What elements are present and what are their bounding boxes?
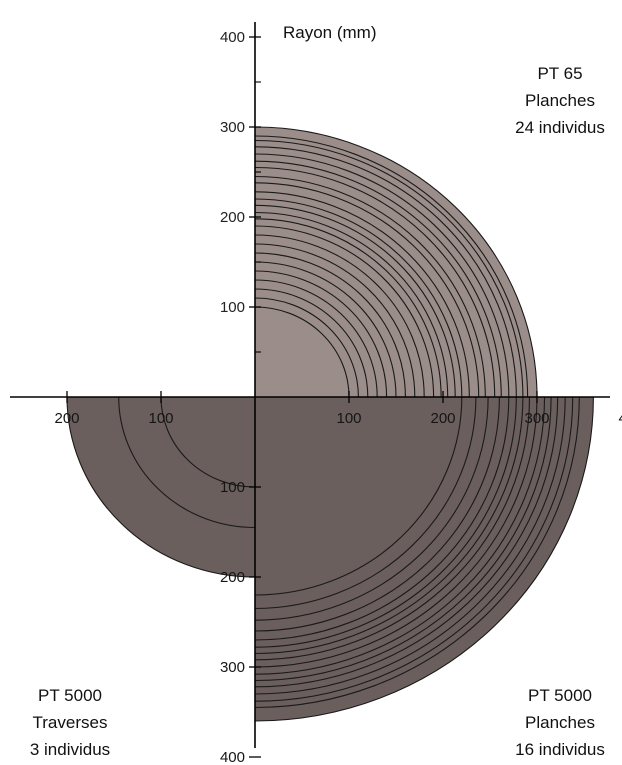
ring-top-right-3 — [254, 139, 524, 398]
ring-bottom-right-15 — [254, 396, 477, 610]
growth-rings — [66, 126, 594, 722]
label-bottom-right-line-1: PT 5000 — [528, 686, 592, 705]
tick-labels: 100 200 300 400 100 200 300 400 100 200 300 400 100 2… — [54, 29, 622, 765]
ring-top-right-13 — [254, 211, 449, 398]
ring-bottom-right-3 — [254, 396, 574, 702]
ring-bottom-right-8 — [254, 396, 538, 668]
tick-marks — [66, 36, 538, 758]
ring-top-right-2 — [254, 135, 529, 398]
label-top-right-line-1: PT 65 — [537, 64, 582, 83]
label-bottom-right-line-2: Planches — [525, 713, 595, 732]
sector-top-right — [255, 127, 537, 397]
y-tick-label-down-400: 400 — [220, 749, 245, 765]
ring-bottom-left-3 — [160, 396, 256, 488]
label-top-right-line-2: Planches — [525, 91, 595, 110]
ring-bottom-right-12 — [254, 396, 510, 641]
ring-bottom-right-6 — [254, 396, 552, 682]
ring-top-right-4 — [254, 146, 517, 398]
ring-top-right-9 — [254, 182, 480, 398]
ring-top-right-5 — [254, 153, 510, 398]
ring-top-right-18 — [254, 252, 406, 398]
ring-top-right-21 — [254, 279, 378, 398]
ring-bottom-right-1 — [254, 396, 594, 722]
ring-bottom-right-10 — [254, 396, 524, 655]
label-top-right-line-3: 24 individus — [515, 118, 605, 137]
label-bottom-right-line-3: 16 individus — [515, 740, 605, 759]
ring-bottom-right-13 — [254, 396, 500, 632]
y-tick-label-down-100: 100 — [220, 479, 245, 496]
ring-top-right-12 — [254, 204, 456, 398]
ring-top-right-23 — [254, 297, 359, 398]
x-tick-label-right-200: 200 — [430, 410, 455, 427]
ring-top-right-20 — [254, 270, 388, 398]
sector-bottom-right — [255, 397, 594, 721]
label-bottom-left-line-2: Traverses — [33, 713, 108, 732]
ring-top-right-22 — [254, 288, 369, 398]
y-tick-label-down-200: 200 — [220, 569, 245, 586]
ring-top-right-24 — [254, 306, 350, 398]
ring-top-right-11 — [254, 198, 463, 398]
x-tick-label-left-200: 200 — [54, 410, 79, 427]
y-tick-label-up-200: 200 — [220, 209, 245, 226]
x-tick-label-right-300: 300 — [524, 410, 549, 427]
ring-bottom-right-2 — [254, 396, 580, 709]
y-tick-label-up-100: 100 — [220, 299, 245, 316]
y-tick-label-up-400: 400 — [220, 29, 245, 46]
ring-bottom-right-5 — [254, 396, 559, 688]
ring-top-right-8 — [254, 175, 486, 398]
ring-top-right-7 — [254, 166, 496, 398]
ring-top-right-19 — [254, 261, 397, 398]
ring-top-right-16 — [254, 234, 425, 398]
x-tick-label-right-400: 400 — [618, 410, 622, 427]
ring-bottom-left-1 — [66, 396, 256, 578]
sector-bottom-left — [67, 397, 255, 577]
ring-bottom-right-16 — [254, 396, 463, 596]
ring-bottom-left-2 — [118, 396, 256, 529]
ring-bottom-right-4 — [254, 396, 566, 695]
ring-bottom-right-14 — [254, 396, 489, 621]
ring-top-right-17 — [254, 243, 416, 398]
y-tick-label-up-300: 300 — [220, 119, 245, 136]
x-tick-label-left-100: 100 — [148, 410, 173, 427]
ring-top-right-15 — [254, 225, 435, 398]
ring-top-right-14 — [254, 218, 442, 398]
ring-top-right-1 — [254, 126, 538, 398]
y-tick-label-down-300: 300 — [220, 659, 245, 676]
ring-top-right-10 — [254, 191, 470, 398]
label-bottom-left-line-1: PT 5000 — [38, 686, 102, 705]
ring-bottom-right-9 — [254, 396, 531, 661]
x-tick-label-right-100: 100 — [336, 410, 361, 427]
axes — [10, 22, 610, 748]
ring-bottom-right-7 — [254, 396, 546, 675]
ring-bottom-right-11 — [254, 396, 517, 648]
ring-top-right-6 — [254, 160, 502, 398]
axis-title: Rayon (mm) — [283, 23, 377, 42]
label-bottom-left-line-3: 3 individus — [30, 740, 110, 759]
